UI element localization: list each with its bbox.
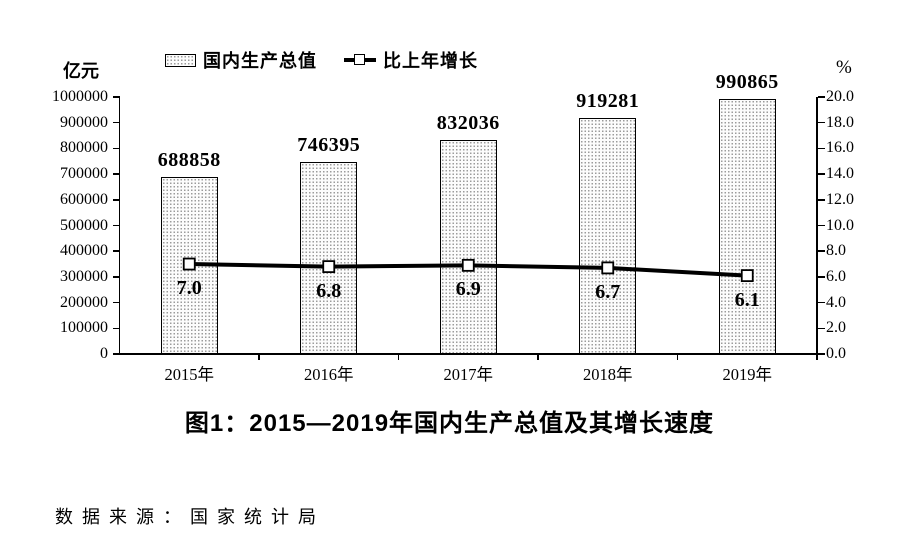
y-axis-right-tick-label: 8.0 (826, 242, 846, 260)
x-axis-tick-label: 2016年 (304, 365, 354, 384)
y-axis-left-tick-label: 500000 (60, 216, 108, 234)
y-axis-right-tick (817, 147, 825, 150)
y-axis-left-tick (112, 121, 120, 124)
gdp-value-label: 832036 (436, 112, 500, 135)
y-axis-left-tick (112, 173, 120, 175)
y-axis-left-tick (112, 250, 120, 252)
x-axis-tick-label: 2017年 (443, 365, 494, 384)
gdp-value-label: 990865 (715, 71, 779, 94)
chart-title: 图1：2015—2019年国内生产总值及其增长速度 (184, 410, 715, 437)
y-axis-left-tick (112, 224, 120, 227)
y-axis-right-tick-label: 4.0 (826, 293, 846, 311)
growth-value-label: 6.1 (734, 288, 760, 311)
x-axis-tick (816, 354, 818, 360)
legend-item-growth: 比上年增长 (344, 50, 478, 71)
growth-value-label: 6.7 (595, 280, 621, 303)
y-axis-right-tick (817, 199, 825, 201)
y-axis-left-tick-label: 400000 (60, 242, 108, 260)
gdp-bar (300, 162, 358, 354)
y-axis-right-tick-label: 0.0 (826, 345, 846, 362)
legend-label-gdp: 国内生产总值 (203, 51, 317, 71)
y-axis-left-tick-label: 200000 (60, 293, 108, 311)
y-axis-right (816, 97, 818, 354)
y-axis-left-tick-label: 600000 (60, 190, 108, 208)
y-axis-left-tick-label: 700000 (60, 165, 108, 183)
y-axis-right-tick-label: 18.0 (826, 113, 854, 131)
y-axis-right-tick (817, 173, 825, 175)
right-axis-unit-label: % (836, 57, 852, 78)
legend-label-growth: 比上年增长 (383, 51, 478, 71)
gdp-value-label: 919281 (576, 89, 640, 112)
x-axis-tick-label: 2018年 (583, 365, 633, 384)
gdp-value-label: 746395 (297, 134, 361, 157)
y-axis-left-tick (112, 96, 120, 98)
y-axis-right-tick (817, 353, 825, 355)
x-axis (118, 353, 818, 355)
y-axis-right-tick (817, 224, 825, 227)
x-axis-tick-label: 2015年 (164, 365, 215, 384)
x-axis-tick (676, 354, 679, 360)
y-axis-left-tick (112, 276, 120, 278)
growth-line-marker-icon (344, 54, 376, 66)
growth-value-label: 6.9 (455, 278, 481, 301)
y-axis-right-tick-label: 10.0 (826, 216, 854, 234)
y-axis-right-tick-label: 12.0 (826, 190, 854, 208)
y-axis-left-tick-label: 100000 (60, 319, 108, 337)
x-axis-tick (258, 354, 260, 360)
y-axis-right-tick (817, 276, 825, 278)
y-axis-right-tick (817, 121, 825, 124)
y-axis-left-tick (112, 199, 120, 201)
y-axis-left-tick (112, 353, 120, 355)
y-axis-right-tick-label: 2.0 (826, 319, 846, 337)
gdp-bar (439, 140, 497, 354)
y-axis-left-tick (112, 147, 120, 150)
growth-value-label: 7.0 (176, 277, 202, 300)
y-axis-right-tick-label: 14.0 (826, 165, 854, 183)
y-axis-right-tick-label: 6.0 (826, 267, 846, 285)
x-axis-tick (537, 354, 539, 360)
gdp-bar (718, 99, 776, 354)
gdp-bar-swatch-icon (165, 53, 196, 67)
y-axis-left-tick-label: 300000 (60, 267, 108, 285)
growth-value-label: 6.8 (316, 279, 342, 302)
left-axis-unit-label: 亿元 (63, 61, 99, 81)
y-axis-right-tick-label: 16.0 (826, 139, 854, 157)
y-axis-right-tick-label: 20.0 (826, 88, 854, 105)
legend-item-gdp: 国内生产总值 (165, 50, 317, 71)
y-axis-left-tick-label: 800000 (60, 139, 108, 157)
y-axis-left-tick (112, 327, 120, 330)
gdp-bar (579, 117, 637, 354)
y-axis-right-tick (817, 96, 825, 98)
y-axis-left (118, 97, 121, 354)
y-axis-right-tick (817, 327, 825, 330)
y-axis-right-tick (817, 250, 825, 252)
y-axis-left-tick-label: 0 (100, 345, 108, 362)
gdp-bar (160, 176, 218, 354)
x-axis-tick-label: 2019年 (722, 365, 773, 384)
y-axis-left-tick-label: 900000 (60, 113, 108, 131)
x-axis-tick (397, 354, 400, 360)
y-axis-left-tick-label: 1000000 (52, 88, 108, 105)
y-axis-right-tick (817, 301, 825, 304)
source-note: 数据来源：国家统计局 (55, 507, 325, 527)
gdp-value-label: 688858 (157, 148, 221, 171)
y-axis-left-tick (112, 301, 120, 304)
